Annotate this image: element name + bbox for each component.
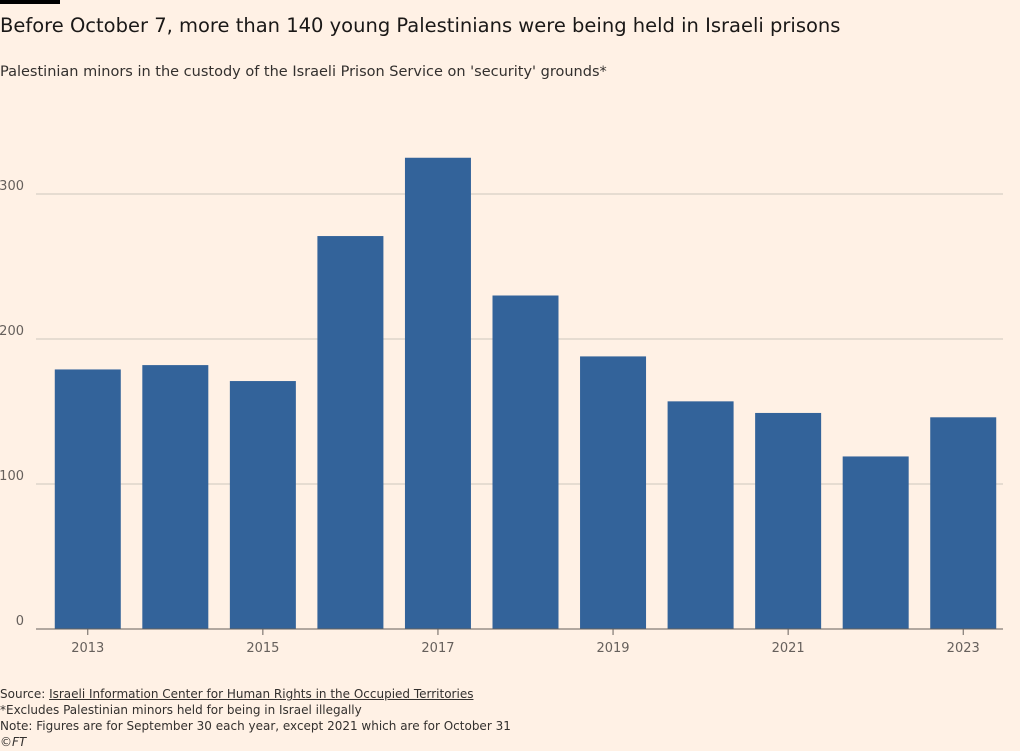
bar-2016 (317, 236, 384, 630)
chart-title: Before October 7, more than 140 young Pa… (0, 14, 841, 37)
bar-2022 (842, 456, 909, 629)
source-line: Source: Israeli Information Center for H… (0, 686, 511, 702)
y-tick-label: 0 (16, 614, 24, 629)
bar-2015 (229, 381, 296, 629)
x-tick-label: 2015 (246, 641, 279, 656)
bar-2023 (930, 417, 997, 629)
bar-2013 (54, 369, 121, 629)
copyright: ©FT (0, 735, 27, 749)
chart-footer: Source: Israeli Information Center for H… (0, 686, 511, 750)
x-axis: 2013 2015 2017 2019 2021 2023 (36, 628, 1003, 656)
bar-2021 (755, 412, 822, 629)
x-tick-label: 2021 (772, 641, 805, 656)
source-prefix: Source: (0, 687, 50, 701)
y-tick-label: 200 (0, 324, 24, 339)
bar-2020 (667, 401, 734, 629)
x-tick-label: 2023 (947, 641, 980, 656)
chart-subtitle: Palestinian minors in the custody of the… (0, 64, 607, 80)
x-tick-label: 2019 (596, 641, 629, 656)
bar-2018 (492, 295, 559, 629)
bar-chart: 0 100 200 300 2013 2015 2017 2019 2021 2023 (0, 157, 1003, 656)
bar-2019 (580, 356, 647, 629)
y-tick-label: 100 (0, 469, 24, 484)
source-link[interactable]: Israeli Information Center for Human Rig… (49, 687, 474, 701)
top-accent-bar (0, 0, 60, 4)
bar-2017 (404, 157, 471, 629)
x-tick-label: 2017 (421, 641, 454, 656)
note: Note: Figures are for September 30 each … (0, 719, 511, 733)
footnote: *Excludes Palestinian minors held for be… (0, 703, 362, 717)
bars (54, 157, 997, 630)
bar-2014 (142, 365, 209, 629)
y-tick-label: 300 (0, 179, 24, 194)
x-tick-label: 2013 (71, 641, 104, 656)
